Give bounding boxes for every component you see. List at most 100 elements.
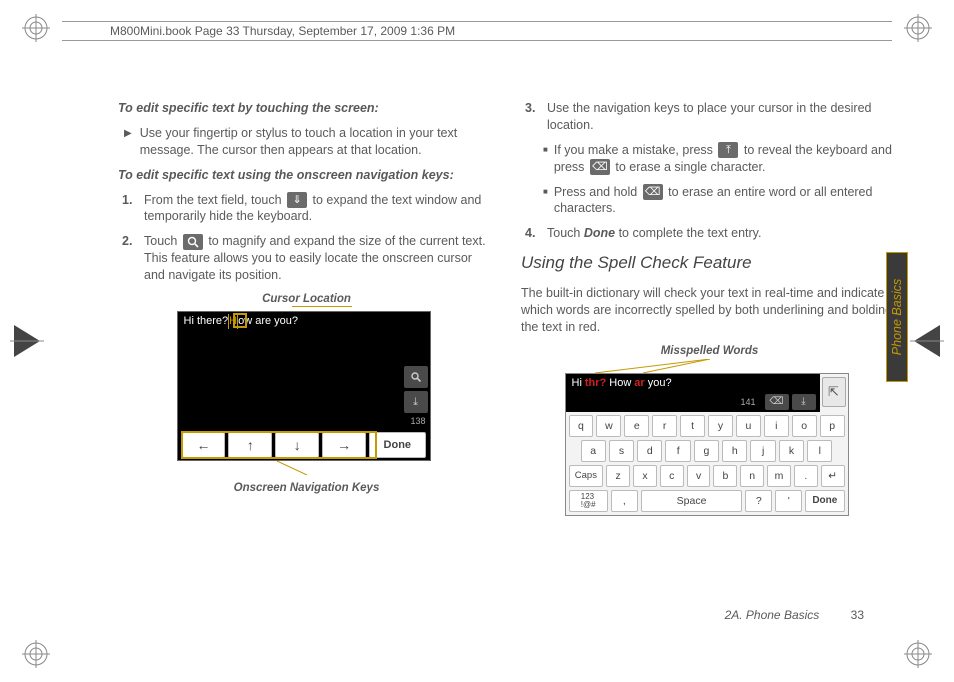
- bullet-touch: ▶ Use your fingertip or stylus to touch …: [124, 125, 495, 159]
- key-q[interactable]: q: [569, 415, 594, 437]
- key-l[interactable]: l: [807, 440, 832, 462]
- crop-mark-mr: [910, 321, 944, 361]
- callout-line: [292, 306, 352, 307]
- phone-screen-kb: Hi thr? How ar you? 141 ⌫ ⤓ ⇱ q: [565, 373, 849, 516]
- key-n[interactable]: n: [740, 465, 764, 487]
- step-number: 2.: [122, 233, 138, 284]
- keyboard-area: q w e r t y u i o p a s d: [566, 412, 848, 515]
- key-enter[interactable]: ↵: [821, 465, 845, 487]
- sub2-text: Press and hold ⌫ to erase an entire word…: [554, 184, 898, 218]
- sub-bullet-1: ■ If you make a mistake, press ⤒ to reve…: [543, 142, 898, 176]
- key-p[interactable]: p: [820, 415, 845, 437]
- misspelled-word-2: ar: [634, 376, 644, 391]
- lead-edit-navkeys: To edit specific text using the onscreen…: [118, 167, 495, 184]
- key-caps[interactable]: Caps: [569, 465, 604, 487]
- section-tab: Phone Basics: [886, 252, 908, 382]
- magnify-icon: [183, 234, 203, 250]
- callout-lines: [565, 359, 855, 373]
- expand-down-icon: ⇓: [287, 192, 307, 208]
- crop-mark-tr: [904, 14, 932, 42]
- collapse-column: ⇱: [820, 374, 848, 412]
- page-header: M800Mini.book Page 33 Thursday, Septembe…: [62, 21, 892, 41]
- char-count-kb: 141: [740, 396, 755, 408]
- key-apostrophe[interactable]: ': [775, 490, 802, 512]
- nav-key-row: ← ↑ ↓ → Done: [182, 432, 426, 458]
- step-number: 1.: [122, 192, 138, 226]
- bullet-text: Use your fingertip or stylus to touch a …: [140, 125, 495, 159]
- backspace-icon: ⌫: [590, 159, 610, 175]
- expand-small-icon[interactable]: ⤓: [792, 394, 816, 410]
- square-bullet-icon: ■: [543, 142, 548, 176]
- misspelled-label: Misspelled Words: [565, 344, 855, 360]
- left-column: To edit specific text by touching the sc…: [118, 100, 495, 622]
- step-1: 1. From the text field, touch ⇓ to expan…: [122, 192, 495, 226]
- key-comma[interactable]: ,: [611, 490, 638, 512]
- nav-down-key[interactable]: ↓: [275, 432, 319, 458]
- footer-page-number: 33: [851, 608, 864, 622]
- content-area: To edit specific text by touching the sc…: [118, 100, 898, 622]
- key-d[interactable]: d: [637, 440, 662, 462]
- key-c[interactable]: c: [660, 465, 684, 487]
- magnify-button[interactable]: [404, 366, 428, 388]
- key-y[interactable]: y: [708, 415, 733, 437]
- key-h[interactable]: h: [722, 440, 747, 462]
- step-number: 4.: [525, 225, 541, 242]
- key-g[interactable]: g: [694, 440, 719, 462]
- key-b[interactable]: b: [713, 465, 737, 487]
- step-2: 2. Touch to magnify and expand the size …: [122, 233, 495, 284]
- backspace-small-icon[interactable]: ⌫: [765, 394, 789, 410]
- kb-row-1: q w e r t y u i o p: [569, 415, 845, 437]
- done-key[interactable]: Done: [369, 432, 425, 458]
- crop-mark-ml: [10, 321, 44, 361]
- right-column: 3. Use the navigation keys to place your…: [521, 100, 898, 622]
- spellcheck-heading: Using the Spell Check Feature: [521, 252, 898, 275]
- key-v[interactable]: v: [687, 465, 711, 487]
- phone-screen: Hi there? How are you? ⤓ 138 ← ↑ ↓ → Don…: [177, 311, 431, 461]
- key-question[interactable]: ?: [745, 490, 772, 512]
- callout-line-bottom: [177, 461, 437, 475]
- key-x[interactable]: x: [633, 465, 657, 487]
- char-count: 138: [410, 415, 425, 427]
- step-3-text: Use the navigation keys to place your cu…: [547, 100, 898, 134]
- misspelled-word-1: thr?: [585, 376, 606, 391]
- sub-bullet-2: ■ Press and hold ⌫ to erase an entire wo…: [543, 184, 898, 218]
- step-2-text: Touch to magnify and expand the size of …: [144, 233, 495, 284]
- key-m[interactable]: m: [767, 465, 791, 487]
- key-u[interactable]: u: [736, 415, 761, 437]
- nav-up-key[interactable]: ↑: [228, 432, 272, 458]
- key-space[interactable]: Space: [641, 490, 743, 512]
- key-z[interactable]: z: [606, 465, 630, 487]
- key-w[interactable]: w: [596, 415, 621, 437]
- status-row: 141 ⌫ ⤓: [566, 392, 820, 412]
- backspace-icon: ⌫: [643, 184, 663, 200]
- key-o[interactable]: o: [792, 415, 817, 437]
- crop-mark-bl: [22, 640, 50, 668]
- key-f[interactable]: f: [665, 440, 690, 462]
- header-text: M800Mini.book Page 33 Thursday, Septembe…: [110, 24, 455, 38]
- key-period[interactable]: .: [794, 465, 818, 487]
- key-done[interactable]: Done: [805, 490, 844, 512]
- figure-misspelled: Misspelled Words Hi thr? How ar you? 141…: [565, 344, 855, 517]
- nav-left-key[interactable]: ←: [182, 432, 226, 458]
- key-s[interactable]: s: [609, 440, 634, 462]
- step-3: 3. Use the navigation keys to place your…: [525, 100, 898, 134]
- key-t[interactable]: t: [680, 415, 705, 437]
- step-number: 3.: [525, 100, 541, 134]
- square-bullet-icon: ■: [543, 184, 548, 218]
- key-r[interactable]: r: [652, 415, 677, 437]
- triangle-bullet-icon: ▶: [124, 125, 132, 159]
- key-a[interactable]: a: [581, 440, 606, 462]
- key-k[interactable]: k: [779, 440, 804, 462]
- kb-row-3: Caps z x c v b n m . ↵: [569, 465, 845, 487]
- collapse-button[interactable]: ⤓: [404, 391, 428, 413]
- key-symbols[interactable]: 123 !@#: [569, 490, 608, 512]
- collapse-kb-button[interactable]: ⇱: [822, 377, 846, 407]
- key-i[interactable]: i: [764, 415, 789, 437]
- nav-right-key[interactable]: →: [322, 432, 366, 458]
- key-j[interactable]: j: [750, 440, 775, 462]
- navkeys-label: Onscreen Navigation Keys: [177, 481, 437, 497]
- section-tab-label: Phone Basics: [890, 279, 904, 355]
- key-e[interactable]: e: [624, 415, 649, 437]
- step-1-text: From the text field, touch ⇓ to expand t…: [144, 192, 495, 226]
- kb-row-2: a s d f g h j k l: [569, 440, 845, 462]
